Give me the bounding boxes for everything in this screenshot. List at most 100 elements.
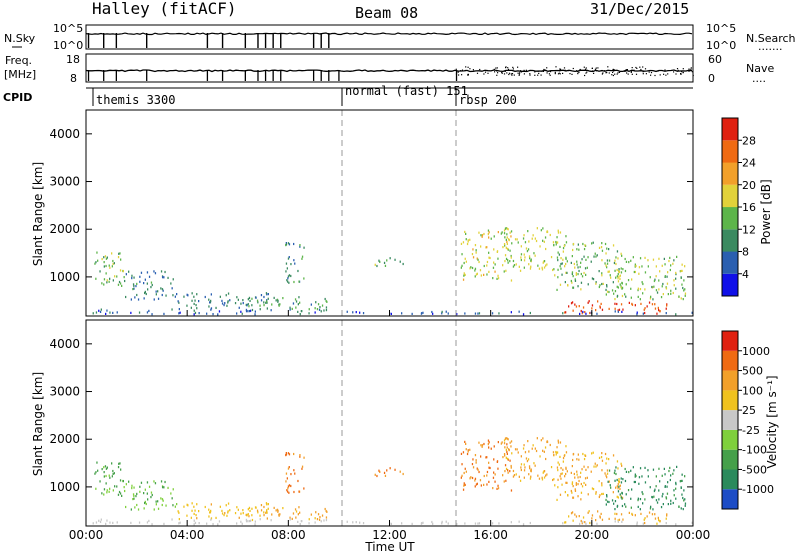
power-cell bbox=[644, 271, 647, 274]
velocity-cell bbox=[618, 485, 620, 488]
velocity-cell bbox=[532, 444, 534, 447]
velocity-cell bbox=[573, 472, 575, 476]
velocity-cell bbox=[642, 522, 644, 525]
power-cell bbox=[620, 252, 622, 255]
nave-dot bbox=[650, 72, 653, 74]
power-cell bbox=[529, 267, 532, 270]
velocity-cell bbox=[506, 446, 508, 449]
velocity-cell bbox=[111, 475, 113, 478]
power-cell bbox=[675, 287, 677, 290]
power-cell bbox=[242, 299, 244, 302]
power-cell bbox=[652, 258, 655, 261]
velocity-cell bbox=[600, 456, 603, 459]
power-cell bbox=[637, 289, 639, 292]
velocity-cell bbox=[592, 488, 595, 491]
nave-dot bbox=[682, 72, 684, 74]
velocity-cell bbox=[618, 478, 620, 481]
velocity-cell bbox=[476, 482, 478, 485]
velocity-cell bbox=[111, 462, 113, 465]
nave-dot bbox=[630, 71, 632, 73]
power-cell bbox=[95, 311, 98, 314]
power-cell bbox=[649, 297, 652, 300]
velocity-cell bbox=[574, 489, 577, 492]
power-cell bbox=[485, 246, 487, 249]
power-cell bbox=[534, 237, 536, 240]
velocity-cell bbox=[286, 477, 288, 480]
velocity-cell bbox=[602, 492, 604, 495]
velocity-cell bbox=[577, 483, 579, 486]
power-cell bbox=[155, 293, 157, 296]
nave-dot bbox=[557, 73, 560, 75]
nave-dot bbox=[496, 74, 498, 76]
velocity-cell bbox=[691, 521, 693, 524]
power-cell bbox=[504, 260, 506, 263]
nave-dot bbox=[493, 68, 495, 70]
velocity-cell bbox=[568, 515, 570, 518]
power-cell bbox=[527, 248, 530, 251]
velocity-cells bbox=[92, 437, 693, 526]
power-cell bbox=[651, 285, 653, 289]
velocity-cell bbox=[513, 474, 516, 477]
power-cell bbox=[206, 312, 208, 315]
power-cell bbox=[681, 269, 683, 272]
velocity-cell bbox=[104, 465, 107, 468]
velocity-cell bbox=[502, 456, 504, 459]
velocity-cell bbox=[607, 480, 609, 483]
power-cell bbox=[99, 310, 102, 313]
velocity-cell bbox=[133, 486, 135, 489]
power-cell bbox=[504, 254, 507, 257]
power-cell bbox=[542, 227, 544, 230]
power-cell bbox=[362, 312, 365, 315]
power-cell bbox=[608, 270, 610, 273]
power-cell bbox=[627, 279, 630, 282]
velocity-cell bbox=[248, 506, 251, 509]
velocity-cell bbox=[324, 507, 326, 511]
velocity-cell bbox=[386, 469, 388, 472]
velocity-cell bbox=[672, 472, 674, 475]
power-cell bbox=[555, 240, 557, 244]
nave-dot bbox=[465, 66, 467, 68]
velocity-cell bbox=[597, 510, 599, 513]
nsearch-legend-dots: ....... bbox=[758, 40, 782, 53]
power-cell bbox=[684, 292, 687, 295]
power-cell bbox=[565, 271, 567, 274]
power-cell bbox=[106, 281, 108, 284]
x-axis-label: Time UT bbox=[364, 540, 415, 554]
velocity-cell bbox=[630, 506, 632, 509]
velocity-cell bbox=[155, 503, 157, 506]
velocity-cell bbox=[221, 512, 224, 515]
velocity-cell bbox=[564, 491, 566, 494]
nave-dot bbox=[606, 71, 608, 74]
power-cell bbox=[579, 265, 581, 269]
station-title: Halley (fitACF) bbox=[92, 0, 237, 18]
power-cell bbox=[614, 302, 616, 305]
nave-label: Nave bbox=[746, 62, 774, 75]
power-cell bbox=[616, 302, 618, 306]
power-cell bbox=[133, 284, 135, 288]
velocity-cell bbox=[153, 480, 155, 483]
velocity-cell bbox=[196, 503, 198, 506]
velocity-cell bbox=[293, 469, 295, 472]
power-cell bbox=[143, 297, 145, 300]
velocity-bar-swatch bbox=[722, 370, 738, 391]
power-cell bbox=[604, 262, 606, 265]
velocity-cell bbox=[472, 466, 475, 469]
power-cell bbox=[601, 274, 603, 277]
velocity-cell bbox=[315, 511, 317, 514]
power-cell bbox=[193, 295, 195, 298]
nave-dot bbox=[546, 72, 548, 74]
velocity-cell bbox=[572, 458, 574, 462]
velocity-cell bbox=[432, 522, 434, 525]
power-cell bbox=[653, 285, 655, 288]
power-cell bbox=[470, 266, 472, 269]
velocity-cell bbox=[644, 498, 646, 501]
velocity-cell bbox=[598, 456, 601, 459]
velocity-cell bbox=[148, 485, 151, 488]
power-cell bbox=[301, 257, 303, 260]
velocity-cell bbox=[609, 484, 611, 487]
velocity-cell bbox=[682, 496, 684, 500]
velocity-cell bbox=[580, 482, 582, 486]
velocity-cell bbox=[136, 503, 138, 507]
velocity-cell bbox=[670, 474, 672, 477]
velocity-cell bbox=[171, 518, 173, 521]
